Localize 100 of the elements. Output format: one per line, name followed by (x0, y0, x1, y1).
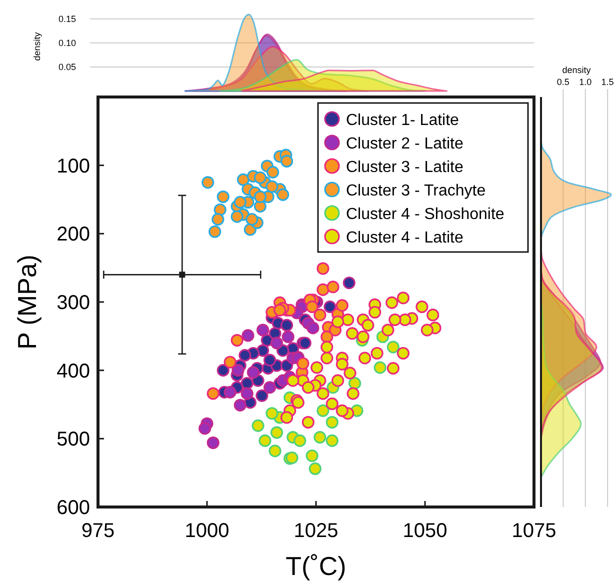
point (224, 356, 236, 368)
point (316, 404, 330, 417)
point (286, 374, 300, 387)
y-tick-label: 600 (56, 497, 90, 519)
point (266, 180, 278, 193)
point (374, 361, 386, 374)
point (254, 190, 266, 204)
point (202, 176, 214, 189)
y-tick-label: 500 (56, 428, 90, 451)
point (386, 340, 400, 354)
y-tick-label: 100 (56, 155, 90, 178)
point (346, 387, 360, 400)
point (280, 154, 294, 168)
legend-label: Cluster 2 - Latite (346, 136, 464, 152)
point (198, 422, 212, 435)
point (296, 357, 310, 370)
point (336, 299, 348, 312)
point (294, 434, 306, 448)
point (320, 330, 334, 344)
point (308, 462, 322, 476)
point (326, 280, 340, 294)
point (356, 330, 370, 344)
point (316, 283, 330, 296)
legend-label: Cluster 4 - Shoshonite (346, 206, 504, 223)
point (234, 196, 246, 209)
y-tick-label: 400 (56, 360, 90, 382)
y-tick-label: 0.05 (58, 62, 76, 72)
point (208, 225, 222, 238)
x-tick-label: 1075 (512, 520, 556, 542)
point (280, 318, 294, 332)
point (302, 416, 314, 429)
legend-label: Cluster 4 - Latite (346, 230, 464, 246)
point (232, 364, 244, 377)
point (230, 334, 244, 347)
point (276, 188, 290, 202)
point (324, 300, 336, 314)
point (368, 306, 382, 319)
point (342, 276, 356, 290)
point (396, 292, 410, 304)
point (336, 404, 348, 417)
point (230, 210, 244, 223)
point (224, 386, 236, 398)
x-axis-title: T(˚C) (286, 551, 346, 581)
point (256, 389, 268, 402)
point (320, 352, 334, 364)
point (206, 436, 220, 450)
point (280, 411, 294, 424)
point (420, 324, 434, 336)
point (206, 387, 220, 400)
point (344, 366, 356, 380)
point (306, 449, 318, 462)
point (386, 296, 398, 309)
point (326, 416, 338, 429)
point (266, 166, 280, 178)
point (234, 398, 246, 412)
point (382, 324, 394, 336)
legend-label: Cluster 3 - Latite (346, 159, 464, 176)
point (348, 377, 362, 390)
point (254, 171, 266, 184)
point (179, 272, 186, 278)
point (310, 361, 324, 374)
y-axis-title: density (32, 32, 42, 61)
point (256, 324, 270, 336)
point (416, 300, 428, 314)
y-tick-label: 0.15 (58, 14, 76, 24)
point (306, 300, 318, 314)
point (258, 434, 272, 448)
point (388, 313, 402, 326)
point (263, 354, 276, 366)
y-tick-label: 200 (56, 224, 90, 246)
x-tick-label: 1050 (402, 520, 448, 542)
point (320, 340, 334, 354)
point (216, 364, 230, 377)
point (216, 190, 230, 204)
x-axis-title: density (562, 65, 592, 75)
point (270, 426, 284, 439)
point (240, 387, 254, 400)
point (306, 322, 320, 334)
point (238, 349, 252, 362)
point (316, 387, 330, 400)
point (266, 407, 278, 420)
x-tick-label: 1.0 (579, 77, 592, 87)
point (332, 374, 344, 387)
point (326, 434, 338, 448)
point (336, 358, 348, 370)
point (302, 381, 314, 394)
point (362, 318, 374, 332)
y-tick-label: 300 (56, 292, 90, 314)
point (268, 444, 282, 458)
point (314, 431, 326, 444)
point (316, 262, 330, 275)
y-axis-title: P (MPa) (12, 254, 42, 350)
point (242, 329, 254, 342)
point (314, 308, 326, 322)
point (370, 346, 384, 360)
point (246, 213, 258, 226)
x-tick-label: 1000 (184, 520, 230, 542)
x-tick-label: 1.5 (601, 77, 614, 87)
point (332, 316, 344, 328)
point (396, 346, 410, 360)
